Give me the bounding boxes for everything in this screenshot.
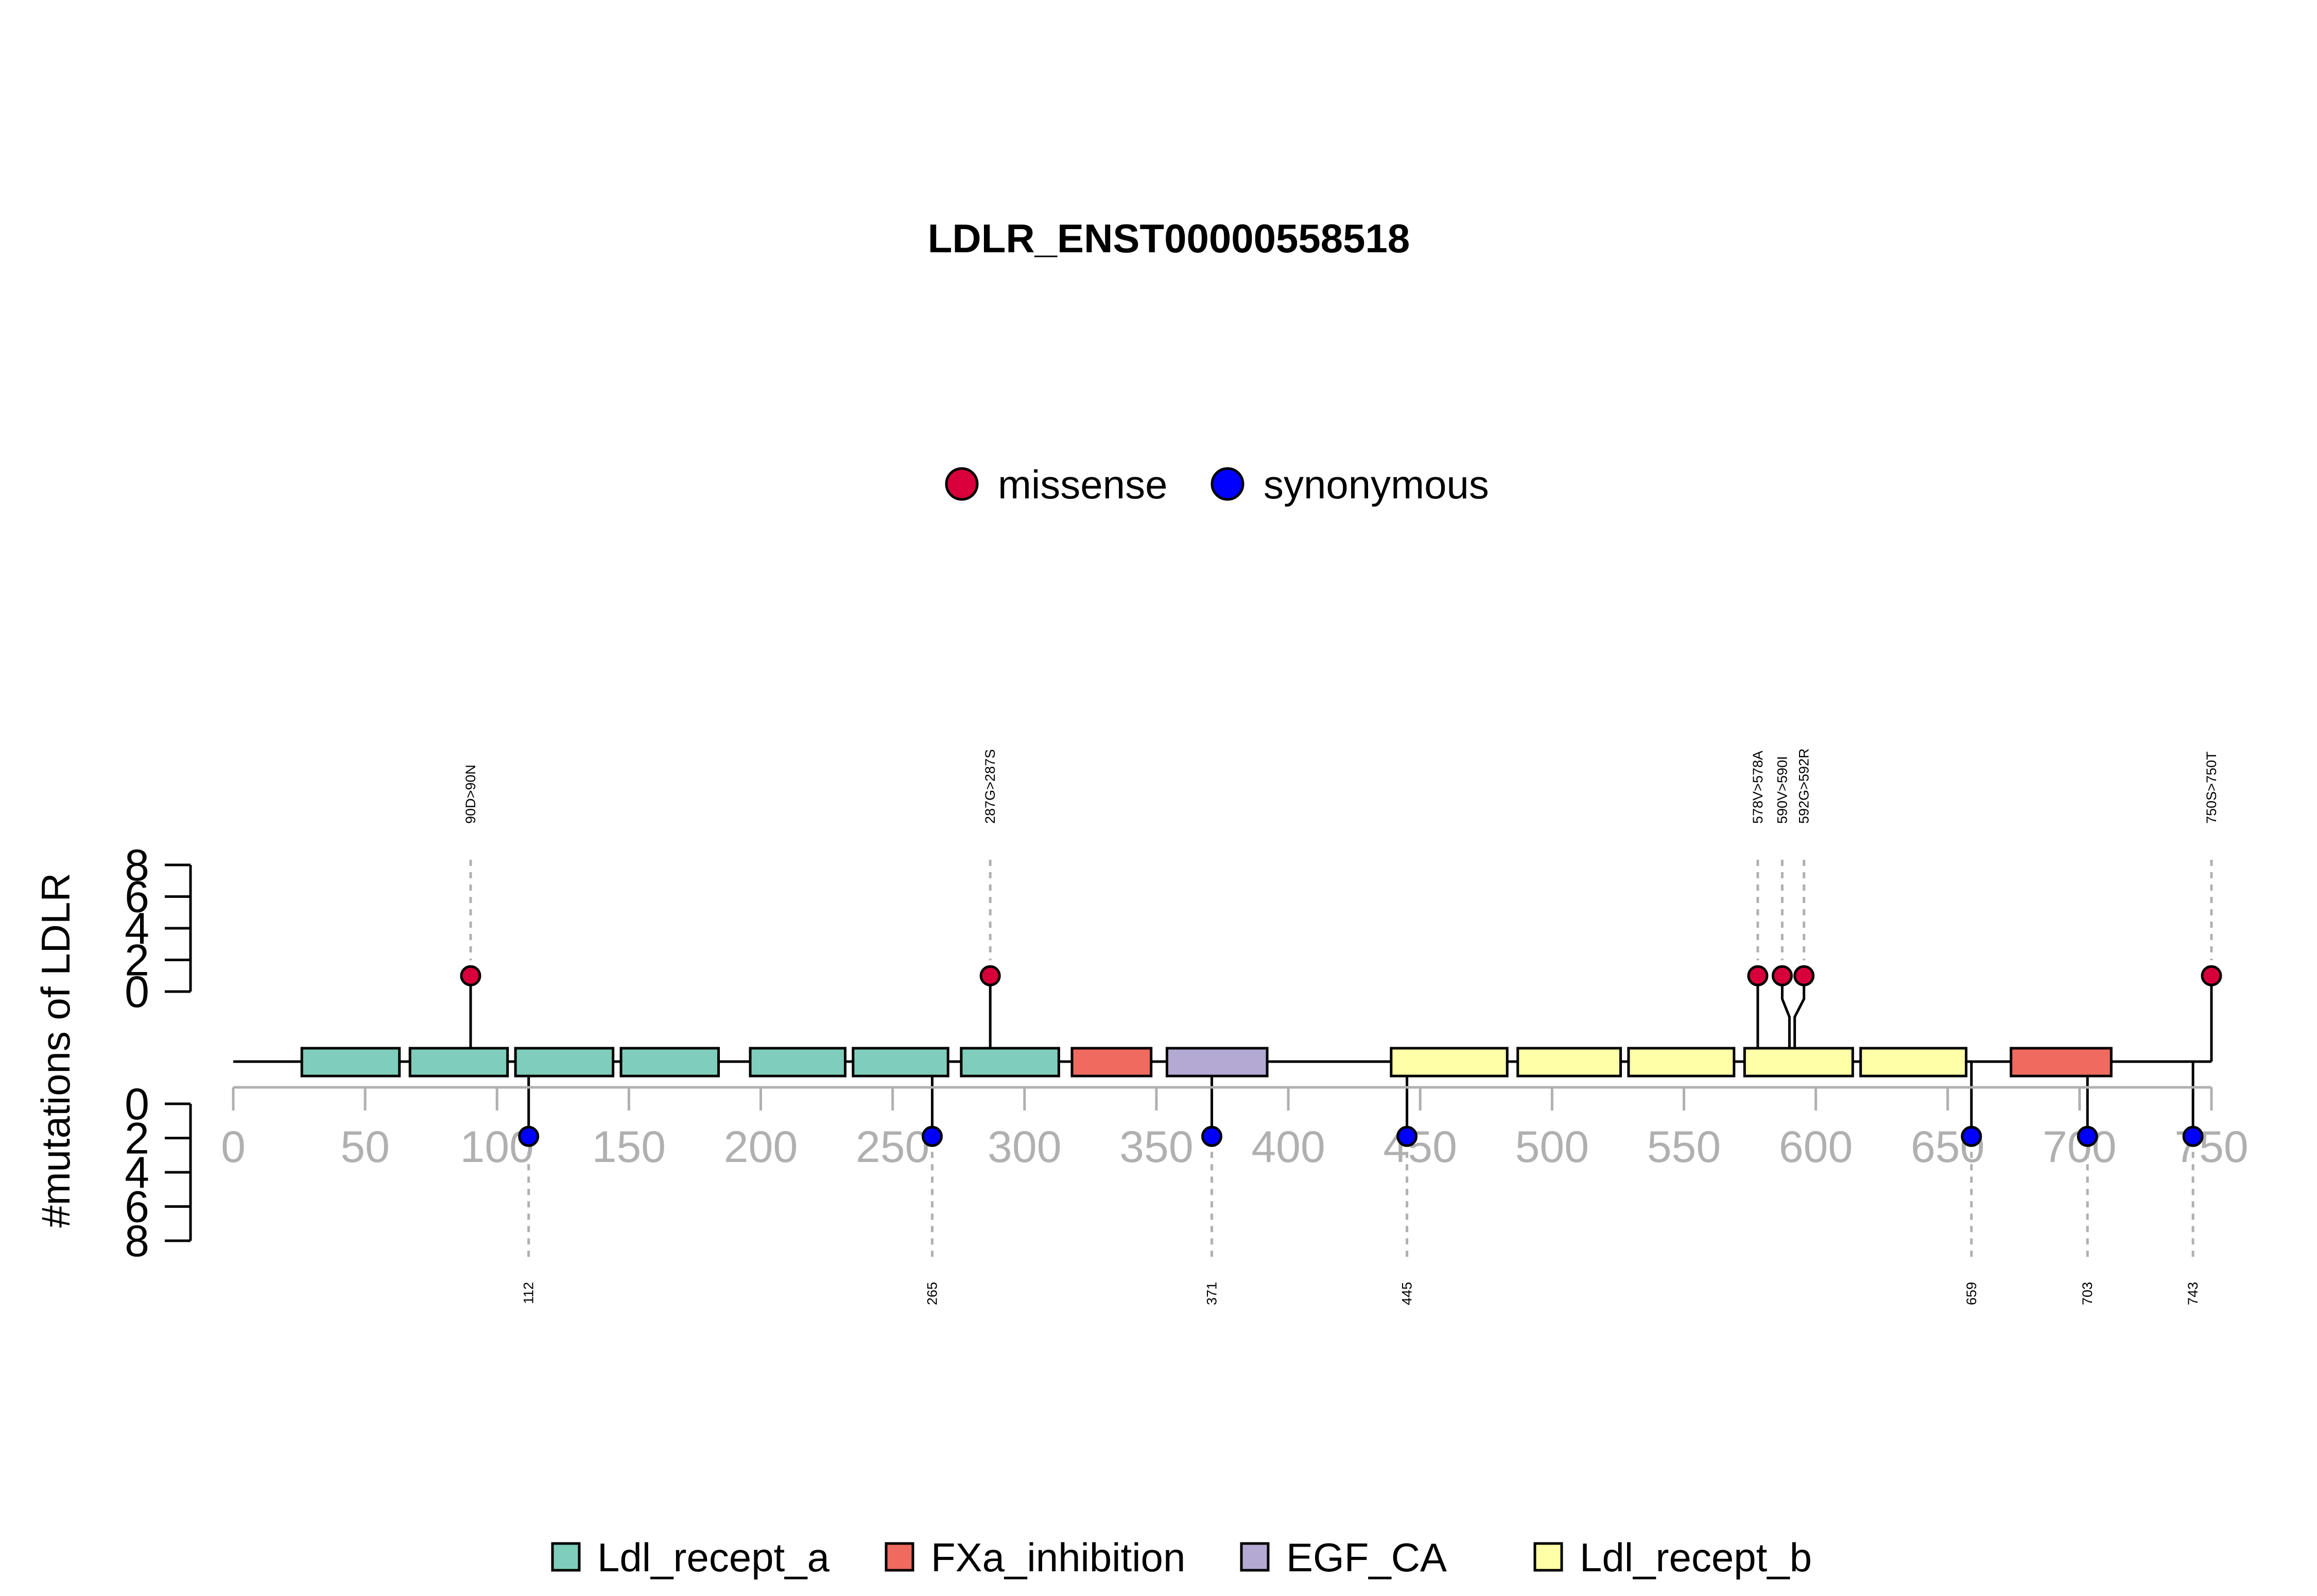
label-743: 743 — [2185, 1282, 2201, 1305]
chart-title: LDLR_ENST00000558518 — [928, 216, 1410, 261]
point-265 — [922, 1125, 943, 1147]
domain-Ldl_recept_b-14 — [1859, 1047, 1968, 1078]
x-tick-label-600: 600 — [1779, 1122, 1853, 1172]
x-tick-label-150: 150 — [592, 1122, 666, 1172]
domain-FXa_inhibition-15 — [2010, 1047, 2113, 1078]
label-590V>590I: 590V>590I — [1774, 756, 1790, 824]
legend-FXa_inhibition-label: FXa_inhibition — [931, 1535, 1185, 1580]
point-590V>590I — [1771, 965, 1793, 986]
label-750S>750T: 750S>750T — [2204, 752, 2219, 824]
x-tick-label-200: 200 — [724, 1122, 798, 1172]
x-tick-label-300: 300 — [988, 1122, 1062, 1172]
domain-FXa_inhibition-8 — [1070, 1047, 1153, 1078]
domain-EGF_CA-9 — [1165, 1047, 1269, 1078]
domain-Ldl_recept_a-1 — [300, 1047, 401, 1078]
x-tick-label-250: 250 — [856, 1122, 930, 1172]
point-90D>90N — [460, 965, 481, 986]
domain-Ldl_recept_a-5 — [749, 1047, 846, 1078]
mutation-stems — [469, 860, 2213, 1261]
domain-legend: Ldl_recept_a FXa_inhibition EGF_CA Ldl_rece… — [551, 1535, 1812, 1580]
point-287G>287S — [979, 965, 1001, 986]
y-bottom-tick-label-8: 8 — [125, 1217, 149, 1266]
label-703: 703 — [2080, 1282, 2095, 1305]
mutation-legend: missense synonymous — [945, 462, 1489, 507]
point-445 — [1396, 1125, 1418, 1147]
domain-Ldl_recept_a-7 — [960, 1047, 1060, 1078]
stem-590V>590I — [1780, 976, 1791, 1062]
x-tick-label-500: 500 — [1515, 1122, 1589, 1172]
point-659 — [1961, 1125, 1982, 1147]
y-bottom-tick-label-6: 6 — [125, 1183, 149, 1232]
legend-EGF_CA-label: EGF_CA — [1286, 1535, 1447, 1580]
legend-synonymous-marker — [1211, 467, 1244, 501]
legend-Ldl_recept_b-swatch — [1533, 1542, 1563, 1572]
domain-Ldl_recept_a-6 — [852, 1047, 949, 1078]
point-750S>750T — [2201, 965, 2222, 986]
x-tick-label-450: 450 — [1383, 1122, 1457, 1172]
domain-Ldl_recept_a-4 — [619, 1047, 720, 1078]
y-top-tick-label-6: 6 — [125, 873, 149, 922]
x-tick-label-50: 50 — [340, 1122, 390, 1172]
mutation-points — [460, 965, 2222, 1147]
point-371 — [1201, 1125, 1223, 1147]
domain-Ldl_recept_b-10 — [1390, 1047, 1509, 1078]
label-445: 445 — [1399, 1282, 1415, 1305]
y-top-tick-label-0: 0 — [125, 967, 149, 1017]
point-592G>592R — [1793, 965, 1815, 986]
label-659: 659 — [1964, 1282, 1979, 1305]
point-578V>578A — [1747, 965, 1769, 986]
y-axis-label-group: #mutations of LDLR — [33, 873, 78, 1227]
x-tick-label-400: 400 — [1251, 1122, 1325, 1172]
point-743 — [2182, 1125, 2204, 1147]
label-265: 265 — [925, 1282, 940, 1305]
y-bottom-tick-label-2: 2 — [125, 1114, 149, 1164]
y-top-tick-label-4: 4 — [125, 904, 149, 953]
label-112: 112 — [521, 1282, 537, 1304]
point-703 — [2077, 1125, 2098, 1147]
label-578V>578A: 578V>578A — [1750, 751, 1766, 824]
legend-Ldl_recept_a-swatch — [551, 1542, 581, 1572]
domain-Ldl_recept_a-2 — [408, 1047, 509, 1078]
stem-592G>592R — [1793, 976, 1806, 1062]
legend-missense-label: missense — [998, 462, 1167, 507]
domain-Ldl_recept_b-13 — [1743, 1047, 1854, 1078]
label-371: 371 — [1204, 1282, 1220, 1305]
domain-Ldl_recept_a-3 — [514, 1047, 615, 1078]
legend-missense-marker — [945, 467, 979, 501]
label-287G>287S: 287G>287S — [982, 749, 998, 824]
domain-Ldl_recept_b-11 — [1516, 1047, 1622, 1078]
mutation-labels: 90D>90N 287G>287S 578V>578A 590V>590I 592G>5… — [463, 749, 2219, 1305]
y-top-tick-label-2: 2 — [125, 936, 149, 985]
label-90D>90N: 90D>90N — [463, 765, 478, 824]
domain-Ldl_recept_b-12 — [1627, 1047, 1736, 1078]
y-top-tick-label-8: 8 — [125, 841, 149, 890]
y-bottom-tick-label-4: 4 — [125, 1148, 149, 1198]
legend-Ldl_recept_b-label: Ldl_recept_b — [1580, 1535, 1812, 1580]
y-axis-label: #mutations of LDLR — [33, 873, 78, 1227]
legend-FXa_inhibition-swatch — [885, 1542, 914, 1572]
domain-boxes — [300, 1047, 2113, 1078]
point-112 — [518, 1125, 540, 1147]
legend-synonymous-label: synonymous — [1264, 462, 1489, 507]
label-592G>592R: 592G>592R — [1796, 749, 1812, 824]
legend-Ldl_recept_a-label: Ldl_recept_a — [597, 1535, 830, 1580]
legend-EGF_CA-swatch — [1240, 1542, 1270, 1572]
x-tick-label-550: 550 — [1647, 1122, 1721, 1172]
y-bottom-tick-label-0: 0 — [125, 1080, 149, 1129]
x-tick-label-350: 350 — [1119, 1122, 1194, 1172]
x-tick-label-0: 0 — [221, 1122, 246, 1172]
